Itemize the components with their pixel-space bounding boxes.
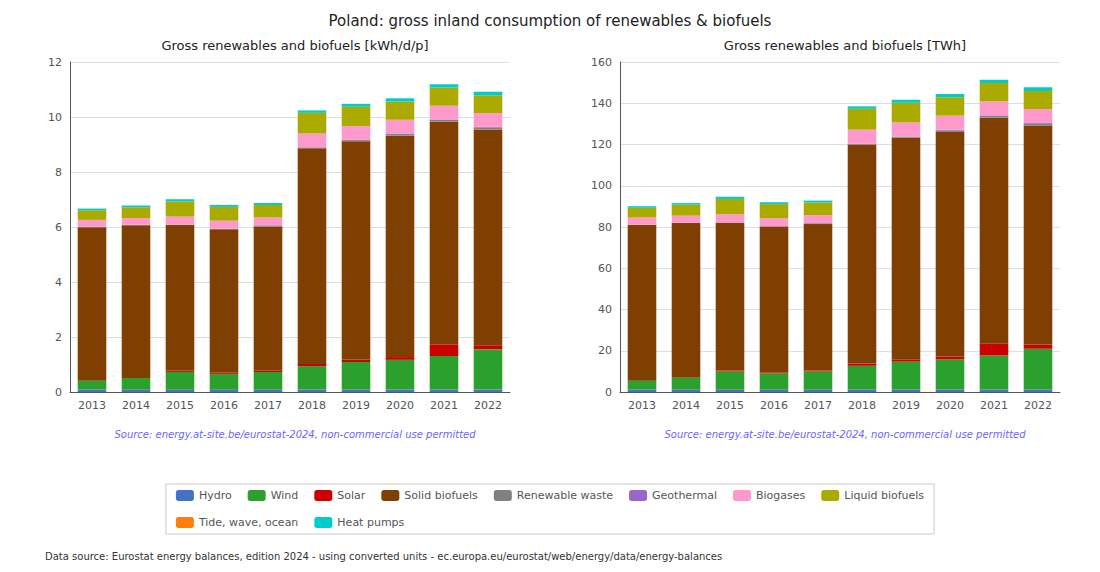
- svg-text:2013: 2013: [628, 399, 656, 412]
- svg-text:Biogases: Biogases: [756, 489, 806, 502]
- svg-text:2021: 2021: [980, 399, 1008, 412]
- svg-text:Source: energy.at-site.be/euro: Source: energy.at-site.be/eurostat-2024,…: [114, 429, 476, 440]
- svg-text:0: 0: [605, 386, 612, 399]
- svg-text:2019: 2019: [892, 399, 920, 412]
- svg-text:8: 8: [55, 166, 62, 179]
- svg-text:120: 120: [591, 138, 612, 151]
- svg-text:12: 12: [48, 56, 62, 69]
- svg-text:2020: 2020: [386, 399, 414, 412]
- svg-text:Heat pumps: Heat pumps: [337, 516, 404, 529]
- svg-text:Tide, wave, ocean: Tide, wave, ocean: [198, 516, 298, 529]
- svg-text:Hydro: Hydro: [199, 489, 232, 502]
- svg-text:10: 10: [48, 111, 62, 124]
- svg-text:Wind: Wind: [271, 489, 299, 502]
- svg-text:2020: 2020: [936, 399, 964, 412]
- svg-text:2021: 2021: [430, 399, 458, 412]
- svg-text:Poland: gross inland consumpti: Poland: gross inland consumption of rene…: [329, 12, 772, 30]
- svg-text:2022: 2022: [1024, 399, 1052, 412]
- svg-text:Gross renewables and biofuels: Gross renewables and biofuels [TWh]: [724, 38, 966, 53]
- svg-text:100: 100: [591, 179, 612, 192]
- svg-text:2015: 2015: [166, 399, 194, 412]
- svg-text:2013: 2013: [78, 399, 106, 412]
- svg-text:160: 160: [591, 56, 612, 69]
- svg-text:Solar: Solar: [337, 489, 366, 502]
- svg-text:40: 40: [598, 303, 612, 316]
- svg-text:4: 4: [55, 276, 62, 289]
- svg-text:60: 60: [598, 262, 612, 275]
- svg-text:2018: 2018: [298, 399, 326, 412]
- svg-text:2018: 2018: [848, 399, 876, 412]
- svg-text:Data source: Eurostat energy b: Data source: Eurostat energy balances, e…: [45, 551, 722, 562]
- svg-text:0: 0: [55, 386, 62, 399]
- svg-text:2016: 2016: [760, 399, 788, 412]
- svg-text:Gross renewables and biofuels: Gross renewables and biofuels [kWh/d/p]: [161, 38, 428, 53]
- svg-text:6: 6: [55, 221, 62, 234]
- svg-text:2014: 2014: [122, 399, 150, 412]
- svg-text:2: 2: [55, 331, 62, 344]
- svg-text:Liquid biofuels: Liquid biofuels: [844, 489, 924, 502]
- svg-text:2016: 2016: [210, 399, 238, 412]
- svg-text:2017: 2017: [804, 399, 832, 412]
- svg-text:2019: 2019: [342, 399, 370, 412]
- svg-text:20: 20: [598, 344, 612, 357]
- svg-text:2014: 2014: [672, 399, 700, 412]
- svg-text:Renewable waste: Renewable waste: [517, 489, 613, 502]
- svg-text:Geothermal: Geothermal: [652, 489, 717, 502]
- svg-text:140: 140: [591, 97, 612, 110]
- svg-text:2022: 2022: [474, 399, 502, 412]
- svg-text:Source: energy.at-site.be/euro: Source: energy.at-site.be/eurostat-2024,…: [664, 429, 1026, 440]
- svg-text:80: 80: [598, 221, 612, 234]
- svg-text:2017: 2017: [254, 399, 282, 412]
- svg-text:Solid biofuels: Solid biofuels: [404, 489, 478, 502]
- svg-text:2015: 2015: [716, 399, 744, 412]
